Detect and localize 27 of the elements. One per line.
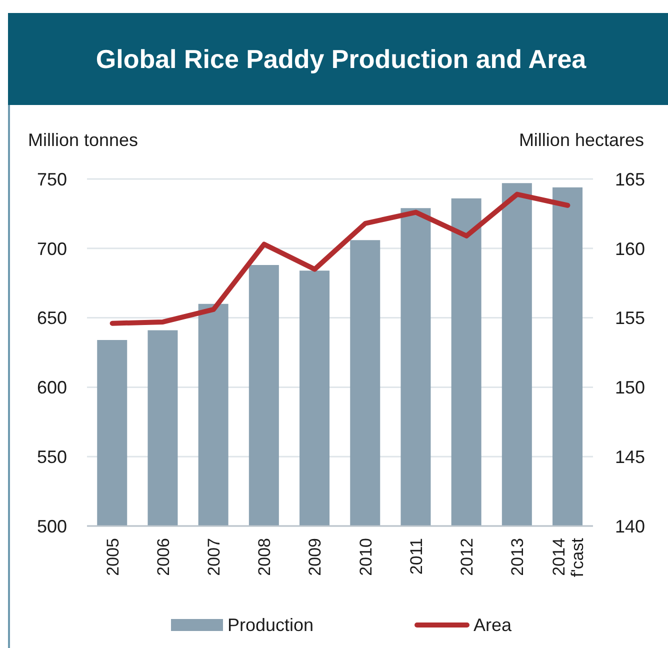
x-tick-label: 2012 [457, 538, 476, 576]
x-tick-label: 2005 [103, 538, 122, 576]
legend-label: Production [227, 614, 314, 636]
legend-label: Area [474, 614, 512, 636]
x-tick-label: 2009 [306, 538, 325, 576]
y-tick-label: 750 [36, 169, 67, 190]
y-tick-label: 600 [36, 378, 67, 398]
y-tick-label: 700 [36, 238, 67, 259]
y2-tick-label: 155 [615, 308, 646, 328]
y-tick-label: 650 [36, 308, 67, 328]
x-tick-label: 2010 [356, 538, 376, 576]
x-tick-label: 2013 [508, 538, 528, 576]
x-tick-label: 2006 [154, 538, 173, 576]
y2-tick-label: 160 [615, 238, 646, 259]
y2-tick-label: 145 [615, 446, 646, 467]
y2-tick-label: 165 [615, 169, 646, 190]
y2-tick-label: 140 [615, 516, 646, 536]
x-tick-label: 2008 [255, 538, 274, 576]
y2-tick-label: 150 [615, 378, 646, 398]
x-tick-label: 2007 [204, 538, 224, 576]
x-tick-label: 2014 f'cast [549, 538, 587, 578]
y-axis-title: Million tonnes [28, 130, 138, 151]
chart-title: Global Rice Paddy Production and Area [96, 44, 586, 74]
y-tick-label: 550 [36, 446, 67, 467]
y-tick-label: 500 [36, 516, 67, 536]
y2-axis-title: Million hectares [518, 130, 644, 151]
x-tick-label: 2011 [406, 538, 426, 575]
